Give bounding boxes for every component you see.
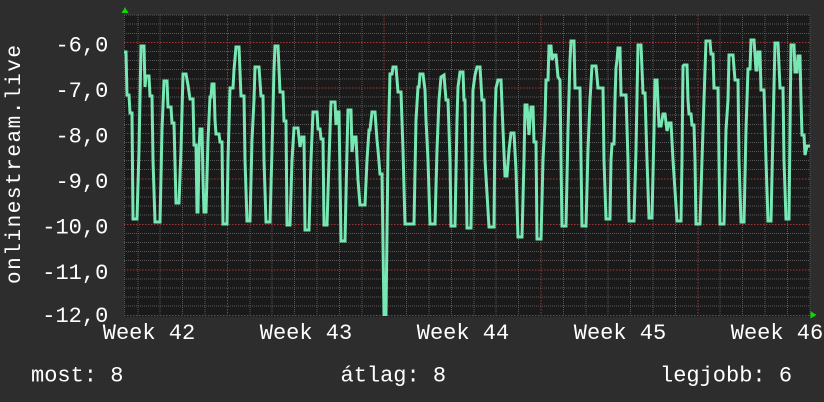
svg-text:-6,0: -6,0: [55, 34, 108, 59]
svg-text:Week 42: Week 42: [103, 321, 195, 346]
svg-text:Week 44: Week 44: [417, 321, 509, 346]
svg-text:-10,0: -10,0: [42, 216, 108, 241]
svg-text:onlinestream.live: onlinestream.live: [4, 43, 27, 284]
svg-text:-11,0: -11,0: [42, 261, 108, 286]
svg-text:Week 45: Week 45: [574, 321, 666, 346]
svg-text:-12,0: -12,0: [42, 304, 108, 329]
svg-text:-7,0: -7,0: [55, 79, 108, 104]
svg-text:legjobb: 6: legjobb: 6: [660, 364, 792, 389]
svg-text:-8,0: -8,0: [55, 125, 108, 150]
svg-text:-9,0: -9,0: [55, 170, 108, 195]
svg-text:Week 46: Week 46: [731, 321, 823, 346]
svg-text:most: 8: most: 8: [31, 364, 123, 389]
svg-text:Week 43: Week 43: [260, 321, 352, 346]
svg-text:átlag: 8: átlag: 8: [341, 364, 447, 389]
